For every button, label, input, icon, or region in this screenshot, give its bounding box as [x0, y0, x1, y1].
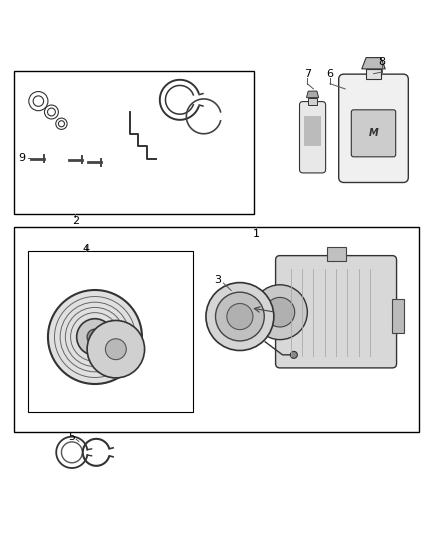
Circle shape: [106, 339, 126, 360]
Polygon shape: [362, 58, 385, 69]
Bar: [327, 247, 346, 261]
Text: 9: 9: [19, 152, 26, 163]
FancyBboxPatch shape: [351, 110, 396, 157]
Bar: [392, 299, 403, 333]
Polygon shape: [307, 91, 319, 98]
Text: 6: 6: [326, 69, 333, 79]
Circle shape: [265, 297, 295, 327]
Text: 3: 3: [214, 274, 221, 285]
Bar: [304, 116, 321, 146]
Circle shape: [253, 285, 307, 340]
Circle shape: [290, 351, 297, 358]
Bar: [14, 228, 419, 432]
Circle shape: [227, 303, 253, 329]
Circle shape: [87, 329, 103, 345]
Text: 5: 5: [68, 432, 75, 442]
Circle shape: [77, 319, 113, 356]
Circle shape: [92, 334, 99, 341]
Bar: [14, 71, 254, 214]
Bar: [308, 98, 317, 105]
FancyBboxPatch shape: [276, 256, 396, 368]
Text: 1: 1: [252, 229, 259, 239]
Circle shape: [215, 292, 264, 341]
Text: M: M: [369, 128, 378, 138]
Bar: [28, 251, 193, 413]
Text: 2: 2: [72, 216, 79, 226]
Text: 7: 7: [304, 69, 311, 79]
Text: 8: 8: [378, 57, 386, 67]
Circle shape: [48, 290, 142, 384]
Circle shape: [206, 282, 274, 351]
Bar: [366, 69, 381, 79]
Text: 4: 4: [83, 244, 90, 254]
FancyBboxPatch shape: [339, 74, 408, 182]
FancyBboxPatch shape: [300, 102, 325, 173]
Circle shape: [87, 320, 145, 378]
